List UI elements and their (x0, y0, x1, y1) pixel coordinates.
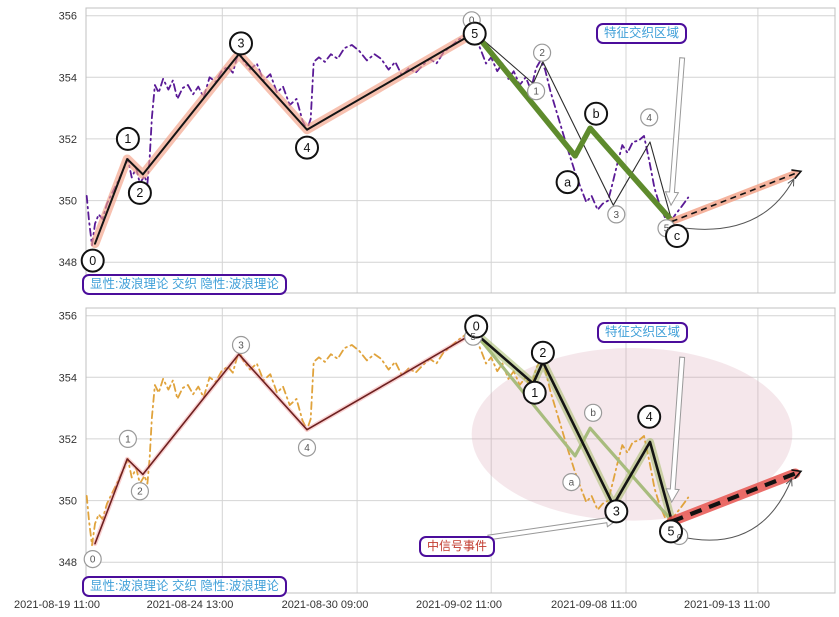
wave-marker-big-1 (115, 126, 140, 151)
wave-label: a (564, 175, 571, 189)
arc-arrow (675, 178, 795, 230)
wave-marker-big-4 (637, 404, 662, 429)
wave-marker-big-3 (604, 499, 629, 524)
wave-label: 4 (304, 443, 310, 454)
callout-arrow (665, 356, 686, 504)
impulse_up-halo (90, 28, 480, 249)
wave-label: b (593, 107, 600, 121)
wave-label: 2 (539, 48, 545, 59)
y-tick-label: 352 (59, 134, 77, 146)
bottom-panel: 356 354 352 350 348 0 1 2 3 4 5 a b c 0 1 2 3 4 5 (59, 307, 836, 594)
wave-marker-small-1 (118, 429, 138, 448)
y-tick-label: 348 (59, 257, 77, 269)
wave-label: 3 (238, 340, 244, 351)
impulse_up-halo (92, 330, 477, 546)
wave-marker-big-b (584, 101, 609, 126)
wave-marker-big-0 (80, 248, 105, 273)
impulse_up-line (94, 31, 476, 245)
wave-marker-big-0 (464, 314, 489, 339)
y-tick-label: 354 (59, 72, 77, 84)
wave-marker-small-4 (297, 438, 317, 457)
wave-label: 1 (533, 87, 539, 98)
y-tick-label: 356 (59, 11, 77, 23)
y-tick-label: 350 (59, 496, 77, 508)
wave-marker-big-2 (127, 180, 152, 205)
wave-marker-small-2 (532, 43, 552, 62)
projection-line (671, 172, 796, 223)
wave-marker-big-2 (530, 340, 555, 365)
top-panel-tag: 显性:波浪理论 交织 隐性:波浪理论 (82, 274, 287, 295)
wave-marker-small-2 (130, 482, 149, 501)
y-tick-label: 350 (59, 196, 77, 208)
x-tick-label: 2021-09-13 11:00 (683, 599, 771, 611)
y-tick-label: 348 (59, 557, 77, 569)
down_impulse-line (474, 32, 673, 222)
wave-label: 3 (614, 210, 620, 221)
bottom-panel-tag: 显性:波浪理论 交织 隐性:波浪理论 (82, 576, 287, 597)
wave-label: 3 (613, 505, 620, 519)
wave-marker-big-1 (522, 380, 547, 405)
wave-marker-small-b (583, 403, 603, 422)
wave-marker-big-a (555, 170, 580, 195)
wave-label: 3 (238, 37, 245, 51)
wave-label: 1 (531, 386, 538, 400)
y-tick-label: 356 (59, 311, 77, 323)
arc-arrow (677, 478, 793, 541)
wave-label: 0 (473, 320, 480, 334)
wave-label: 2 (136, 186, 143, 200)
wave-label: 5 (471, 27, 478, 41)
x-tick-label: 2021-09-02 11:00 (415, 599, 503, 611)
wave-label: 1 (124, 132, 131, 146)
wave-label: 4 (646, 113, 652, 124)
wave-label: 4 (646, 410, 653, 424)
signal-event-label: 中信号事件 (419, 536, 496, 557)
x-axis-labels: 2021-08-19 11:00 2021-08-24 13:00 2021-08-… (0, 599, 839, 615)
wave-marker-small-4 (640, 108, 659, 127)
wave-marker-big-3 (229, 31, 253, 56)
wave-marker-big-4 (295, 135, 319, 160)
wave-marker-big-c (665, 224, 689, 248)
wave-label: c (674, 229, 680, 243)
wave-marker-big-5 (462, 21, 487, 46)
wave-marker-small-3 (231, 335, 251, 355)
y-tick-label: 352 (59, 434, 77, 446)
x-tick-label: 2021-08-30 09:00 (281, 599, 369, 611)
x-tick-label: 2021-08-19 11:00 (13, 599, 101, 611)
wave-marker-small-3 (607, 205, 626, 224)
wave-label: 5 (664, 224, 670, 235)
projection-line (670, 471, 797, 524)
highlight-ellipse (471, 348, 793, 521)
bottom-region-label: 特征交织区域 (597, 322, 689, 343)
wave-marker-big-5 (659, 519, 683, 544)
wave-label: 5 (668, 525, 675, 539)
wave-label: b (590, 408, 596, 419)
x-tick-label: 2021-09-08 11:00 (550, 599, 638, 611)
wave-label: 0 (89, 254, 96, 268)
impulse_up-line (94, 331, 476, 545)
price-line (85, 330, 690, 547)
wave-label: c (677, 531, 682, 542)
price-line (85, 30, 690, 247)
top-region-label: 特征交织区域 (596, 23, 688, 44)
wave-label: 4 (304, 141, 311, 155)
wave-label: 0 (90, 555, 96, 566)
wave-label: a (569, 478, 575, 489)
callout-arrow (664, 57, 686, 207)
down_impulse-line (473, 331, 674, 522)
wave-label: 2 (137, 487, 143, 498)
y-tick-label: 354 (59, 372, 77, 384)
x-tick-label: 2021-08-24 13:00 (146, 599, 234, 611)
wave-marker-small-1 (526, 82, 546, 101)
wave-marker-small-a (562, 473, 581, 492)
wave-label: 0 (469, 16, 475, 27)
wave-marker-small-0 (83, 549, 102, 569)
wave-label: 1 (125, 434, 131, 445)
wave-label: 2 (539, 346, 546, 360)
correction_abc-line (471, 29, 675, 224)
wave-label: 5 (470, 332, 476, 343)
